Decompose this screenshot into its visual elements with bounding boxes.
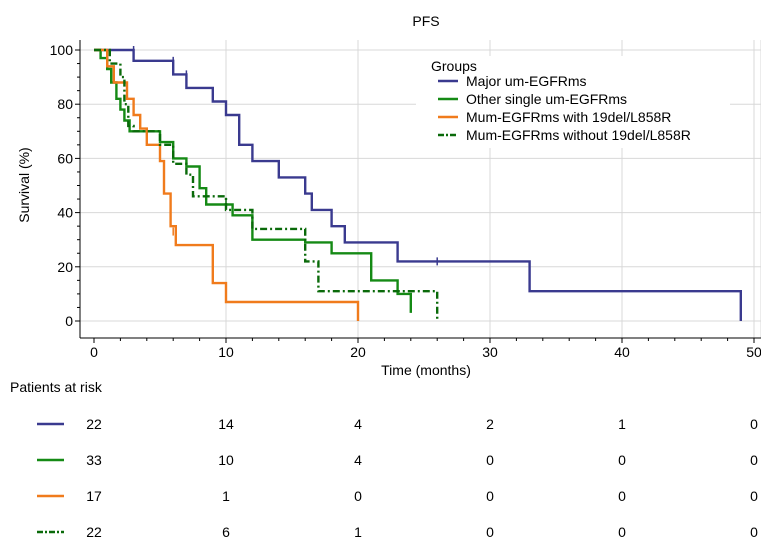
risk-count: 1	[222, 488, 230, 504]
risk-count: 4	[354, 452, 362, 468]
risk-count: 0	[486, 488, 494, 504]
survival-curve-2	[94, 48, 412, 313]
risk-count: 33	[86, 452, 102, 468]
y-tick-label: 60	[57, 150, 73, 166]
risk-count: 0	[618, 452, 626, 468]
axes	[75, 40, 761, 343]
risk-count: 0	[486, 452, 494, 468]
risk-count: 4	[354, 416, 362, 432]
y-tick-label: 80	[57, 96, 73, 112]
y-tick-label: 100	[50, 42, 74, 58]
risk-count: 0	[750, 452, 758, 468]
legend-entry: Major um-EGFRms	[466, 73, 587, 89]
legend: Groups Major um-EGFRms Other single um-EG…	[416, 56, 730, 148]
x-tick-label: 10	[218, 344, 234, 360]
y-tick-label: 0	[65, 313, 73, 329]
risk-count: 17	[86, 488, 102, 504]
risk-count: 1	[354, 524, 362, 540]
y-axis-label: Survival (%)	[16, 147, 32, 222]
x-tick-label: 50	[746, 344, 761, 360]
x-tick-label: 30	[482, 344, 498, 360]
risk-table-title: Patients at risk	[10, 379, 103, 395]
risk-table: 22 14 4 2 1 033 10 4 0 0 017 1 0 0 0 022 6 1 0 0 0	[37, 416, 758, 540]
legend-entry: Mum-EGFRms with 19del/L858R	[466, 109, 671, 125]
risk-count: 0	[750, 416, 758, 432]
survival-curves	[94, 46, 742, 321]
risk-count: 0	[618, 524, 626, 540]
x-tick-label: 0	[90, 344, 98, 360]
legend-entry: Other single um-EGFRms	[466, 91, 627, 107]
legend-title: Groups	[431, 58, 477, 74]
tick-labels: 0 10 20 30 40 50 0 20 40 60 80 100	[50, 42, 761, 360]
legend-entry: Mum-EGFRms without 19del/L858R	[466, 127, 691, 143]
risk-count: 2	[486, 416, 494, 432]
risk-count: 0	[486, 524, 494, 540]
risk-count: 22	[86, 524, 102, 540]
chart-title: PFS	[412, 13, 439, 29]
risk-count: 0	[354, 488, 362, 504]
x-tick-label: 20	[350, 344, 366, 360]
risk-count: 14	[218, 416, 234, 432]
risk-count: 0	[618, 488, 626, 504]
y-tick-label: 20	[57, 259, 73, 275]
legend-background	[416, 56, 730, 148]
x-axis-label: Time (months)	[381, 362, 471, 378]
risk-count: 0	[750, 524, 758, 540]
y-tick-label: 40	[57, 205, 73, 221]
risk-count: 22	[86, 416, 102, 432]
risk-count: 10	[218, 452, 234, 468]
risk-count: 1	[618, 416, 626, 432]
risk-count: 6	[222, 524, 230, 540]
risk-count: 0	[750, 488, 758, 504]
survival-curve-4	[94, 48, 439, 321]
x-tick-label: 40	[614, 344, 630, 360]
